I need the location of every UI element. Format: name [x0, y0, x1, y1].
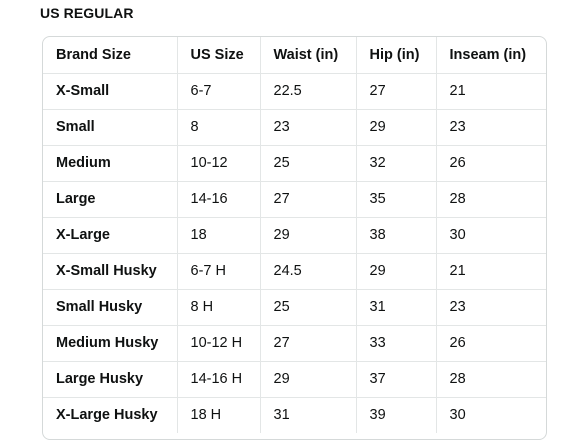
- cell-waist: 27: [260, 325, 357, 362]
- table-row: Medium Husky 10-12 H 27 33 26: [43, 325, 546, 362]
- cell-waist: 24.5: [260, 253, 357, 290]
- cell-inseam: 21: [436, 73, 546, 110]
- cell-brand-size: Large Husky: [43, 361, 178, 398]
- cell-hip: 35: [356, 181, 437, 218]
- table-row: Small Husky 8 H 25 31 23: [43, 289, 546, 326]
- table-row: Small 8 23 29 23: [43, 109, 546, 146]
- cell-hip: 38: [356, 217, 437, 254]
- header-waist: Waist (in): [260, 37, 357, 74]
- cell-waist: 29: [260, 217, 357, 254]
- cell-hip: 32: [356, 145, 437, 182]
- cell-hip: 27: [356, 73, 437, 110]
- header-inseam: Inseam (in): [436, 37, 546, 74]
- cell-brand-size: Small Husky: [43, 289, 178, 326]
- table-row: X-Large 18 29 38 30: [43, 217, 546, 254]
- cell-waist: 23: [260, 109, 357, 146]
- cell-brand-size: Large: [43, 181, 178, 218]
- cell-brand-size: Medium: [43, 145, 178, 182]
- table-row: X-Small Husky 6-7 H 24.5 29 21: [43, 253, 546, 290]
- cell-us-size: 6-7 H: [177, 253, 261, 290]
- cell-waist: 27: [260, 181, 357, 218]
- cell-waist: 25: [260, 289, 357, 326]
- cell-hip: 29: [356, 109, 437, 146]
- table-row: X-Small 6-7 22.5 27 21: [43, 73, 546, 110]
- cell-us-size: 14-16: [177, 181, 261, 218]
- cell-inseam: 26: [436, 325, 546, 362]
- cell-brand-size: Small: [43, 109, 178, 146]
- cell-inseam: 23: [436, 289, 546, 326]
- table-row: Large 14-16 27 35 28: [43, 181, 546, 218]
- cell-us-size: 18: [177, 217, 261, 254]
- cell-brand-size: X-Small Husky: [43, 253, 178, 290]
- cell-inseam: 23: [436, 109, 546, 146]
- cell-inseam: 21: [436, 253, 546, 290]
- cell-inseam: 30: [436, 217, 546, 254]
- header-us-size: US Size: [177, 37, 261, 74]
- cell-waist: 25: [260, 145, 357, 182]
- cell-waist: 31: [260, 397, 357, 433]
- cell-us-size: 8: [177, 109, 261, 146]
- cell-inseam: 28: [436, 181, 546, 218]
- table-row: Large Husky 14-16 H 29 37 28: [43, 361, 546, 398]
- cell-inseam: 26: [436, 145, 546, 182]
- cell-brand-size: Medium Husky: [43, 325, 178, 362]
- table-header-row: Brand Size US Size Waist (in) Hip (in) I…: [43, 37, 546, 74]
- cell-us-size: 6-7: [177, 73, 261, 110]
- cell-us-size: 18 H: [177, 397, 261, 433]
- cell-inseam: 30: [449, 407, 466, 424]
- cell-brand-size: X-Large: [43, 217, 178, 254]
- size-chart-table: Brand Size US Size Waist (in) Hip (in) I…: [43, 37, 546, 433]
- cell-us-size: 10-12: [177, 145, 261, 182]
- cell-waist: 22.5: [260, 73, 357, 110]
- cell-waist: 29: [260, 361, 357, 398]
- cell-hip: 39: [356, 397, 437, 433]
- cell-us-size: 14-16 H: [177, 361, 261, 398]
- cell-brand-size: X-Small: [43, 73, 178, 110]
- header-hip: Hip (in): [356, 37, 437, 74]
- cell-hip: 29: [356, 253, 437, 290]
- cell-hip: 33: [356, 325, 437, 362]
- table-row: X-Large Husky 18 H 31 39 30: [43, 397, 546, 433]
- section-title: US REGULAR: [40, 5, 134, 21]
- cell-hip: 37: [356, 361, 437, 398]
- cell-hip: 31: [356, 289, 437, 326]
- size-chart-table-container: Brand Size US Size Waist (in) Hip (in) I…: [42, 36, 547, 440]
- cell-inseam: 28: [436, 361, 546, 398]
- header-brand-size: Brand Size: [43, 37, 178, 74]
- cell-us-size: 10-12 H: [177, 325, 261, 362]
- cell-brand-size: X-Large Husky: [43, 397, 178, 433]
- cell-us-size: 8 H: [177, 289, 261, 326]
- table-row: Medium 10-12 25 32 26: [43, 145, 546, 182]
